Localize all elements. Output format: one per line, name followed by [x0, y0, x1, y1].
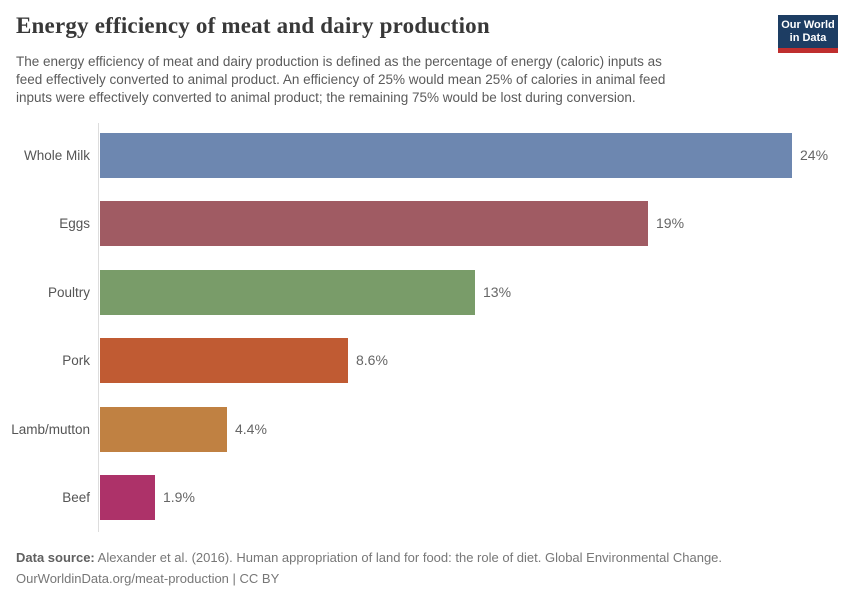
chart-footer: Data source: Alexander et al. (2016). Hu… [16, 547, 722, 589]
subtitle-line-1: The energy efficiency of meat and dairy … [16, 54, 662, 69]
bar-row: Eggs 19% [0, 201, 850, 246]
bar-pork[interactable] [100, 338, 348, 383]
chart-subtitle: The energy efficiency of meat and dairy … [16, 53, 665, 107]
category-label: Beef [62, 490, 90, 505]
chart-title: Energy efficiency of meat and dairy prod… [16, 13, 490, 38]
value-label: 24% [800, 147, 829, 163]
category-label: Lamb/mutton [11, 422, 90, 437]
footer-source-line: Data source: Alexander et al. (2016). Hu… [16, 547, 722, 568]
bar-eggs[interactable] [100, 201, 648, 246]
data-source-text: Alexander et al. (2016). Human appropria… [94, 550, 723, 565]
bar-row: Beef 1.9% [0, 475, 850, 520]
bar-chart-area: Whole Milk 24% Eggs 19% Poultry 13% Pork 8.6% La… [0, 123, 850, 535]
data-source-label: Data source: [16, 550, 95, 565]
owid-logo-line-2: in Data [789, 32, 827, 44]
bar-poultry[interactable] [100, 270, 475, 315]
footer-license-line: OurWorldinData.org/meat-production | CC … [16, 571, 280, 586]
bar-row: Lamb/mutton 4.4% [0, 407, 850, 452]
value-label: 8.6% [356, 352, 388, 368]
subtitle-line-3: inputs were effectively converted to ani… [16, 90, 636, 105]
bar-lamb-mutton[interactable] [100, 407, 227, 452]
value-label: 4.4% [235, 421, 267, 437]
category-label: Eggs [59, 216, 90, 231]
owid-logo-line-1: Our World [781, 19, 835, 31]
bar-row: Pork 8.6% [0, 338, 850, 383]
value-label: 19% [656, 215, 685, 231]
category-label: Poultry [47, 285, 90, 300]
owid-logo: Our World in Data [778, 15, 838, 53]
value-label: 13% [483, 284, 512, 300]
category-label: Whole Milk [23, 148, 90, 163]
y-axis-line [98, 123, 99, 532]
bar-row: Poultry 13% [0, 270, 850, 315]
value-label: 1.9% [163, 489, 195, 505]
category-label: Pork [62, 353, 90, 368]
bar-beef[interactable] [100, 475, 155, 520]
bar-row: Whole Milk 24% [0, 133, 850, 178]
bar-whole-milk[interactable] [100, 133, 792, 178]
subtitle-line-2: feed effectively converted to animal pro… [16, 72, 666, 87]
